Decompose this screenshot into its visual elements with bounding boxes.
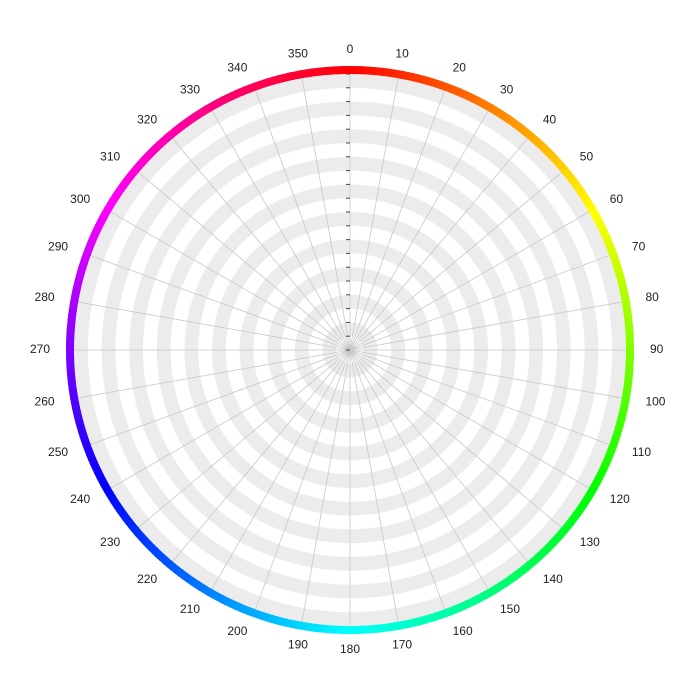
angular-gridline bbox=[349, 90, 445, 351]
angular-tick-label: 20 bbox=[453, 60, 467, 74]
angular-gridlines bbox=[74, 74, 626, 626]
angular-gridline bbox=[255, 90, 351, 351]
angular-tick-label: 220 bbox=[137, 572, 157, 586]
angular-gridline bbox=[90, 255, 351, 351]
angular-tick-label: 320 bbox=[137, 112, 157, 126]
angular-tick-label: 150 bbox=[500, 602, 520, 616]
angular-tick-label: 260 bbox=[35, 394, 55, 408]
angular-tick-label: 70 bbox=[632, 240, 646, 254]
angular-gridline bbox=[78, 349, 351, 399]
angular-tick-label: 120 bbox=[610, 492, 630, 506]
angular-gridline bbox=[349, 138, 528, 351]
angular-tick-label: 0 bbox=[347, 42, 354, 56]
angular-tick-label: 180 bbox=[340, 642, 360, 656]
angular-tick-label: 290 bbox=[48, 240, 68, 254]
angular-tick-label: 90 bbox=[650, 342, 664, 356]
angular-gridline bbox=[349, 349, 590, 489]
angular-tick-labels: 0 10 20 30 40 50 60 70 80 90 100 110 120 130 140 150 160… bbox=[30, 42, 666, 656]
radial-axis-ticks bbox=[346, 73, 350, 351]
angular-gridline bbox=[110, 211, 351, 351]
angular-gridline bbox=[349, 349, 528, 562]
angular-gridline bbox=[349, 110, 489, 351]
angular-tick-label: 230 bbox=[100, 535, 120, 549]
angular-gridline bbox=[349, 78, 399, 351]
angular-tick-label: 100 bbox=[645, 394, 665, 408]
angular-gridline bbox=[349, 349, 622, 399]
angular-gridline bbox=[138, 349, 351, 528]
angular-gridline bbox=[90, 349, 351, 445]
angular-tick-label: 40 bbox=[543, 112, 557, 126]
angular-tick-label: 270 bbox=[30, 342, 50, 356]
angular-gridline bbox=[78, 301, 351, 351]
angular-tick-label: 130 bbox=[580, 535, 600, 549]
angular-gridline bbox=[349, 172, 562, 351]
angular-tick-label: 240 bbox=[70, 492, 90, 506]
angular-gridline bbox=[349, 349, 445, 610]
angular-tick-label: 140 bbox=[543, 572, 563, 586]
angular-tick-label: 110 bbox=[632, 445, 651, 459]
angular-tick-label: 200 bbox=[227, 624, 247, 638]
angular-tick-label: 190 bbox=[288, 638, 308, 652]
angular-gridline bbox=[301, 78, 351, 351]
angular-tick-label: 330 bbox=[180, 82, 200, 96]
angular-tick-label: 280 bbox=[35, 290, 55, 304]
angular-tick-label: 250 bbox=[48, 445, 68, 459]
angular-tick-label: 170 bbox=[392, 638, 412, 652]
angular-gridline bbox=[349, 349, 399, 622]
hue-color-rim bbox=[65, 65, 635, 635]
angular-tick-label: 10 bbox=[395, 47, 409, 61]
angular-tick-label: 340 bbox=[227, 60, 247, 74]
angular-gridline bbox=[349, 301, 622, 351]
angular-gridline bbox=[172, 349, 351, 562]
angular-gridline bbox=[172, 138, 351, 351]
angular-tick-label: 210 bbox=[180, 602, 200, 616]
angular-tick-label: 60 bbox=[610, 192, 624, 206]
angular-gridline bbox=[301, 349, 351, 622]
angular-tick-label: 30 bbox=[500, 82, 514, 96]
angular-tick-label: 160 bbox=[453, 624, 473, 638]
angular-gridline bbox=[349, 349, 610, 445]
angular-tick-label: 310 bbox=[100, 149, 120, 163]
angular-gridline bbox=[349, 255, 610, 351]
angular-gridline bbox=[349, 349, 562, 528]
angular-gridline bbox=[255, 349, 351, 610]
angular-gridline bbox=[349, 349, 489, 590]
angular-tick-label: 80 bbox=[645, 290, 659, 304]
angular-gridline bbox=[211, 349, 351, 590]
angular-gridline bbox=[138, 172, 351, 351]
angular-gridline bbox=[349, 211, 590, 351]
angular-tick-label: 350 bbox=[288, 47, 308, 61]
angular-tick-label: 50 bbox=[580, 149, 594, 163]
angular-tick-label: 300 bbox=[70, 192, 90, 206]
angular-gridline bbox=[110, 349, 351, 489]
angular-gridline bbox=[211, 110, 351, 351]
